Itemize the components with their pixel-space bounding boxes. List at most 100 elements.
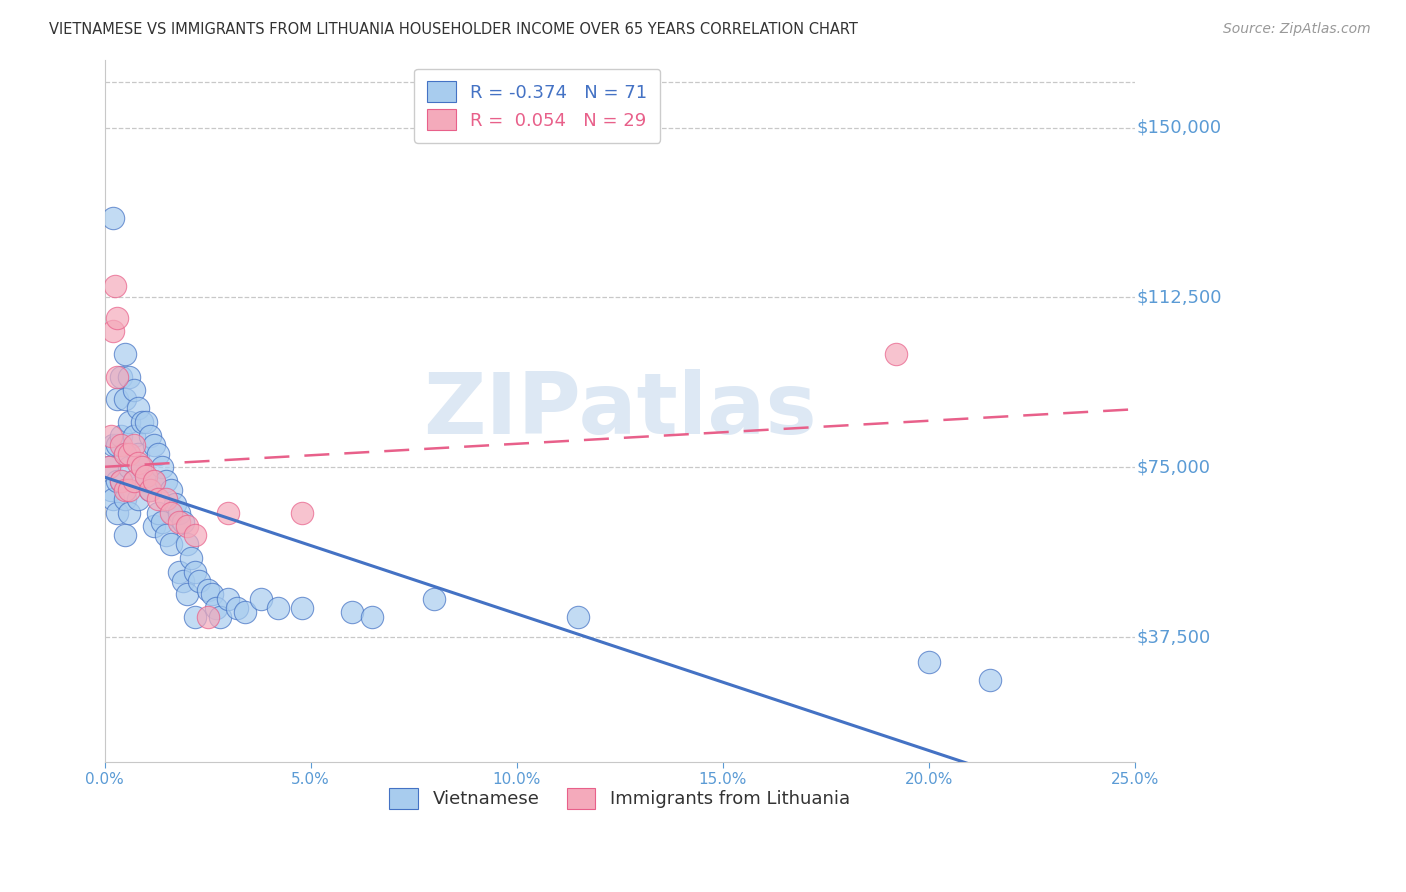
Point [233,605,256,619]
Point [159,506,181,520]
Point [225,600,247,615]
Point [172,515,194,529]
Point [172,574,194,588]
Point [122,384,145,398]
Point [131,460,153,475]
Text: Source: ZipAtlas.com: Source: ZipAtlas.com [1223,22,1371,37]
Point [167,565,190,579]
Point [148,506,170,520]
Point [180,550,202,565]
Point [188,574,211,588]
Point [122,438,145,452]
Point [110,428,132,442]
Point [118,447,141,461]
Point [105,474,128,488]
Point [143,519,166,533]
Point [118,506,141,520]
Point [114,392,136,407]
Point [101,325,124,339]
Point [208,609,231,624]
Point [423,591,446,606]
Point [148,447,170,461]
Point [139,483,162,497]
Point [110,438,132,452]
Point [143,474,166,488]
Point [567,609,589,624]
Point [122,474,145,488]
Point [148,491,170,506]
Point [100,428,122,442]
Point [197,609,219,624]
Point [110,474,132,488]
Point [97,460,120,475]
Point [340,605,363,619]
Point [127,401,149,416]
Point [122,474,145,488]
Point [122,428,145,442]
Point [167,506,190,520]
Text: $37,500: $37,500 [1136,628,1211,646]
Point [118,415,141,429]
Point [291,600,314,615]
Point [176,587,198,601]
Point [110,369,132,384]
Point [291,506,314,520]
Legend: Vietnamese, Immigrants from Lithuania: Vietnamese, Immigrants from Lithuania [382,780,858,816]
Point [884,347,907,361]
Point [131,415,153,429]
Point [97,460,120,475]
Point [155,528,177,542]
Point [217,591,239,606]
Point [105,369,128,384]
Point [205,600,228,615]
Point [184,609,207,624]
Point [114,528,136,542]
Point [114,491,136,506]
Point [139,483,162,497]
Point [118,460,141,475]
Text: $75,000: $75,000 [1136,458,1211,476]
Point [917,655,939,669]
Point [105,438,128,452]
Point [135,469,157,483]
Point [101,438,124,452]
Point [135,415,157,429]
Point [167,515,190,529]
Point [114,447,136,461]
Text: $150,000: $150,000 [1136,119,1222,136]
Point [979,673,1001,688]
Point [184,565,207,579]
Point [139,428,162,442]
Point [114,447,136,461]
Point [101,491,124,506]
Point [150,460,173,475]
Point [127,456,149,470]
Point [101,211,124,226]
Point [118,369,141,384]
Point [361,609,384,624]
Point [105,392,128,407]
Point [155,491,177,506]
Point [127,447,149,461]
Point [135,474,157,488]
Text: VIETNAMESE VS IMMIGRANTS FROM LITHUANIA HOUSEHOLDER INCOME OVER 65 YEARS CORRELA: VIETNAMESE VS IMMIGRANTS FROM LITHUANIA … [49,22,858,37]
Point [105,310,128,325]
Point [159,537,181,551]
Point [114,347,136,361]
Point [143,438,166,452]
Point [250,591,273,606]
Point [201,587,224,601]
Point [143,474,166,488]
Point [131,460,153,475]
Text: ZIPatlas: ZIPatlas [423,369,817,452]
Point [127,491,149,506]
Point [105,506,128,520]
Point [217,506,239,520]
Point [155,474,177,488]
Point [114,483,136,497]
Point [176,537,198,551]
Point [118,483,141,497]
Point [163,497,186,511]
Point [176,519,198,533]
Point [184,528,207,542]
